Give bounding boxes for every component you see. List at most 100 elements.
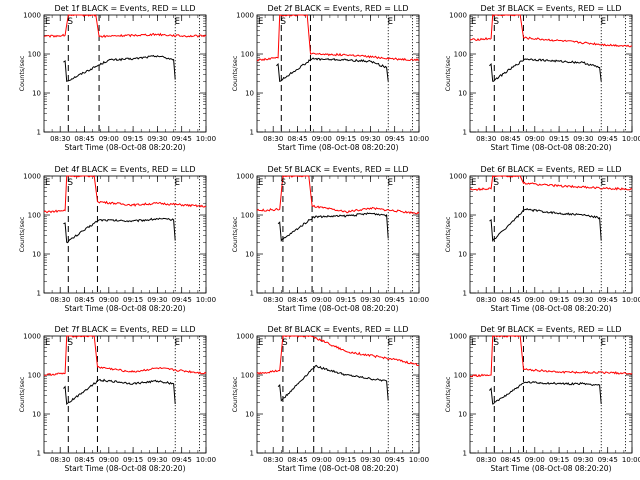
event-marker-label: E (601, 178, 606, 188)
y-tick-label: 1 (250, 129, 254, 137)
x-tick-label: 08:30 (50, 296, 70, 304)
y-tick-label: 100 (454, 372, 467, 380)
x-tick-label: 09:30 (573, 296, 593, 304)
y-tick-label: 10 (32, 251, 41, 259)
series-line (469, 14, 632, 48)
x-axis-label: Start Time (08-Oct-08 08:20:20) (64, 143, 185, 152)
x-tick-label: 08:45 (500, 456, 520, 464)
series-line (256, 14, 420, 62)
series-line (43, 14, 207, 38)
y-tick-label: 100 (28, 372, 41, 380)
plot-frame (256, 14, 420, 133)
plot-frame (469, 175, 633, 294)
event-marker-label: E (601, 17, 606, 27)
y-tick-label: 1 (463, 450, 467, 458)
series-line (489, 380, 602, 405)
event-marker-label: E (258, 338, 263, 348)
x-tick-label: 08:45 (500, 296, 520, 304)
plot-frame (43, 335, 207, 454)
x-tick-label: 09:15 (336, 296, 356, 304)
y-tick-label: 10 (32, 411, 41, 419)
event-marker-label: E (471, 338, 476, 348)
x-tick-label: 08:30 (50, 135, 70, 143)
x-tick-label: 10:00 (196, 456, 216, 464)
y-tick-label: 10 (458, 411, 467, 419)
x-tick-label: 08:30 (476, 135, 496, 143)
x-tick-label: 09:00 (99, 296, 119, 304)
x-axis-label: Start Time (08-Oct-08 08:20:20) (277, 304, 398, 313)
x-tick-label: 10:00 (196, 296, 216, 304)
x-tick-label: 09:00 (525, 135, 545, 143)
event-marker-label: S (494, 17, 499, 27)
x-tick-label: 09:15 (123, 456, 143, 464)
series-line (256, 335, 420, 375)
y-tick-label: 10 (245, 411, 254, 419)
series-line (63, 378, 176, 406)
x-axis-label: Start Time (08-Oct-08 08:20:20) (490, 464, 611, 473)
y-axis-label: Counts/sec (444, 55, 452, 91)
x-tick-label: 08:45 (287, 135, 307, 143)
x-tick-label: 08:45 (74, 135, 94, 143)
x-axis-label: Start Time (08-Oct-08 08:20:20) (277, 464, 398, 473)
series-line (63, 217, 176, 244)
x-tick-label: 09:30 (573, 456, 593, 464)
y-axis-label: Counts/sec (444, 376, 452, 412)
x-tick-label: 09:15 (549, 135, 569, 143)
detector-plot-6: Det 6f BLACK = Events, RED = LLD 1 10 100 10… (444, 165, 640, 313)
event-marker-label: E (471, 178, 476, 188)
event-marker-label: E (388, 338, 393, 348)
x-tick-label: 09:30 (147, 296, 167, 304)
x-tick-label: 10:00 (409, 135, 429, 143)
x-tick-label: 09:00 (525, 456, 545, 464)
y-tick-label: 100 (241, 372, 254, 380)
x-tick-label: 09:45 (172, 296, 192, 304)
y-tick-label: 1 (250, 290, 254, 298)
x-tick-label: 08:45 (287, 296, 307, 304)
event-marker-label: E (45, 178, 50, 188)
x-tick-label: 08:30 (50, 456, 70, 464)
y-tick-label: 1000 (449, 12, 467, 20)
y-tick-label: 10 (458, 251, 467, 259)
event-marker-label: E (471, 17, 476, 27)
event-marker-label: S (68, 338, 73, 348)
event-marker-label: S (282, 338, 287, 348)
event-marker-label: S (68, 178, 73, 188)
y-tick-label: 100 (28, 212, 41, 220)
y-tick-label: 10 (32, 90, 41, 98)
series-line (489, 208, 602, 243)
plot-title: Det 3f BLACK = Events, RED = LLD (480, 4, 621, 13)
plot-title: Det 4f BLACK = Events, RED = LLD (54, 165, 195, 174)
x-tick-label: 10:00 (622, 456, 640, 464)
event-marker-label: E (175, 178, 180, 188)
y-tick-label: 100 (454, 212, 467, 220)
detector-plot-9: Det 9f BLACK = Events, RED = LLD 1 10 100 10… (444, 325, 640, 473)
x-tick-label: 09:15 (549, 456, 569, 464)
y-axis-label: Counts/sec (444, 216, 452, 252)
plot-title: Det 8f BLACK = Events, RED = LLD (267, 325, 408, 334)
x-tick-label: 09:30 (360, 296, 380, 304)
x-tick-label: 08:30 (476, 296, 496, 304)
x-tick-label: 08:30 (263, 296, 283, 304)
y-axis-label: Counts/sec (18, 55, 26, 91)
series-line (43, 175, 207, 214)
event-marker-label: S (494, 178, 499, 188)
event-marker-label: S (68, 17, 73, 27)
event-marker-label: S (494, 338, 499, 348)
y-tick-label: 10 (245, 251, 254, 259)
plot-frame (469, 335, 633, 454)
event-marker-label: E (388, 17, 393, 27)
x-tick-label: 09:30 (573, 135, 593, 143)
series-line (63, 54, 176, 83)
y-tick-label: 100 (454, 51, 467, 59)
plot-title: Det 5f BLACK = Events, RED = LLD (267, 165, 408, 174)
y-tick-label: 1000 (23, 173, 41, 181)
event-marker-label: E (601, 338, 606, 348)
x-tick-label: 10:00 (409, 456, 429, 464)
x-tick-label: 09:30 (360, 135, 380, 143)
detector-plot-4: Det 4f BLACK = Events, RED = LLD 1 10 100 10… (18, 165, 216, 313)
x-tick-label: 09:15 (123, 296, 143, 304)
detector-plot-7: Det 7f BLACK = Events, RED = LLD 1 10 100 10… (18, 325, 216, 473)
detector-plot-1: Det 1f BLACK = Events, RED = LLD 1 10 100 10… (18, 4, 216, 152)
